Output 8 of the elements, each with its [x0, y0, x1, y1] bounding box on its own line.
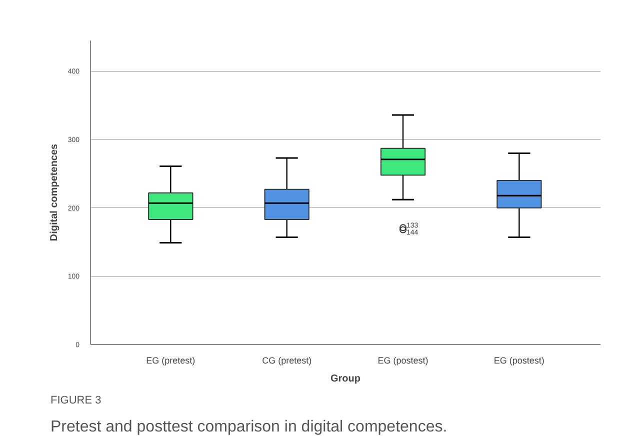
- y-axis-title: Digital competences: [48, 143, 60, 242]
- x-axis-title: Group: [330, 374, 360, 384]
- text: Pretest and posttest comparison in digital competences.: [50, 418, 448, 436]
- caption: FIGURE 3: [50, 394, 102, 406]
- x-tick-label: EG (postest): [494, 356, 544, 366]
- x-tick-label: EG (postest): [378, 356, 428, 366]
- x-tick-label: CG (pretest): [262, 356, 312, 366]
- x-tick-label: EG (pretest): [146, 356, 196, 366]
